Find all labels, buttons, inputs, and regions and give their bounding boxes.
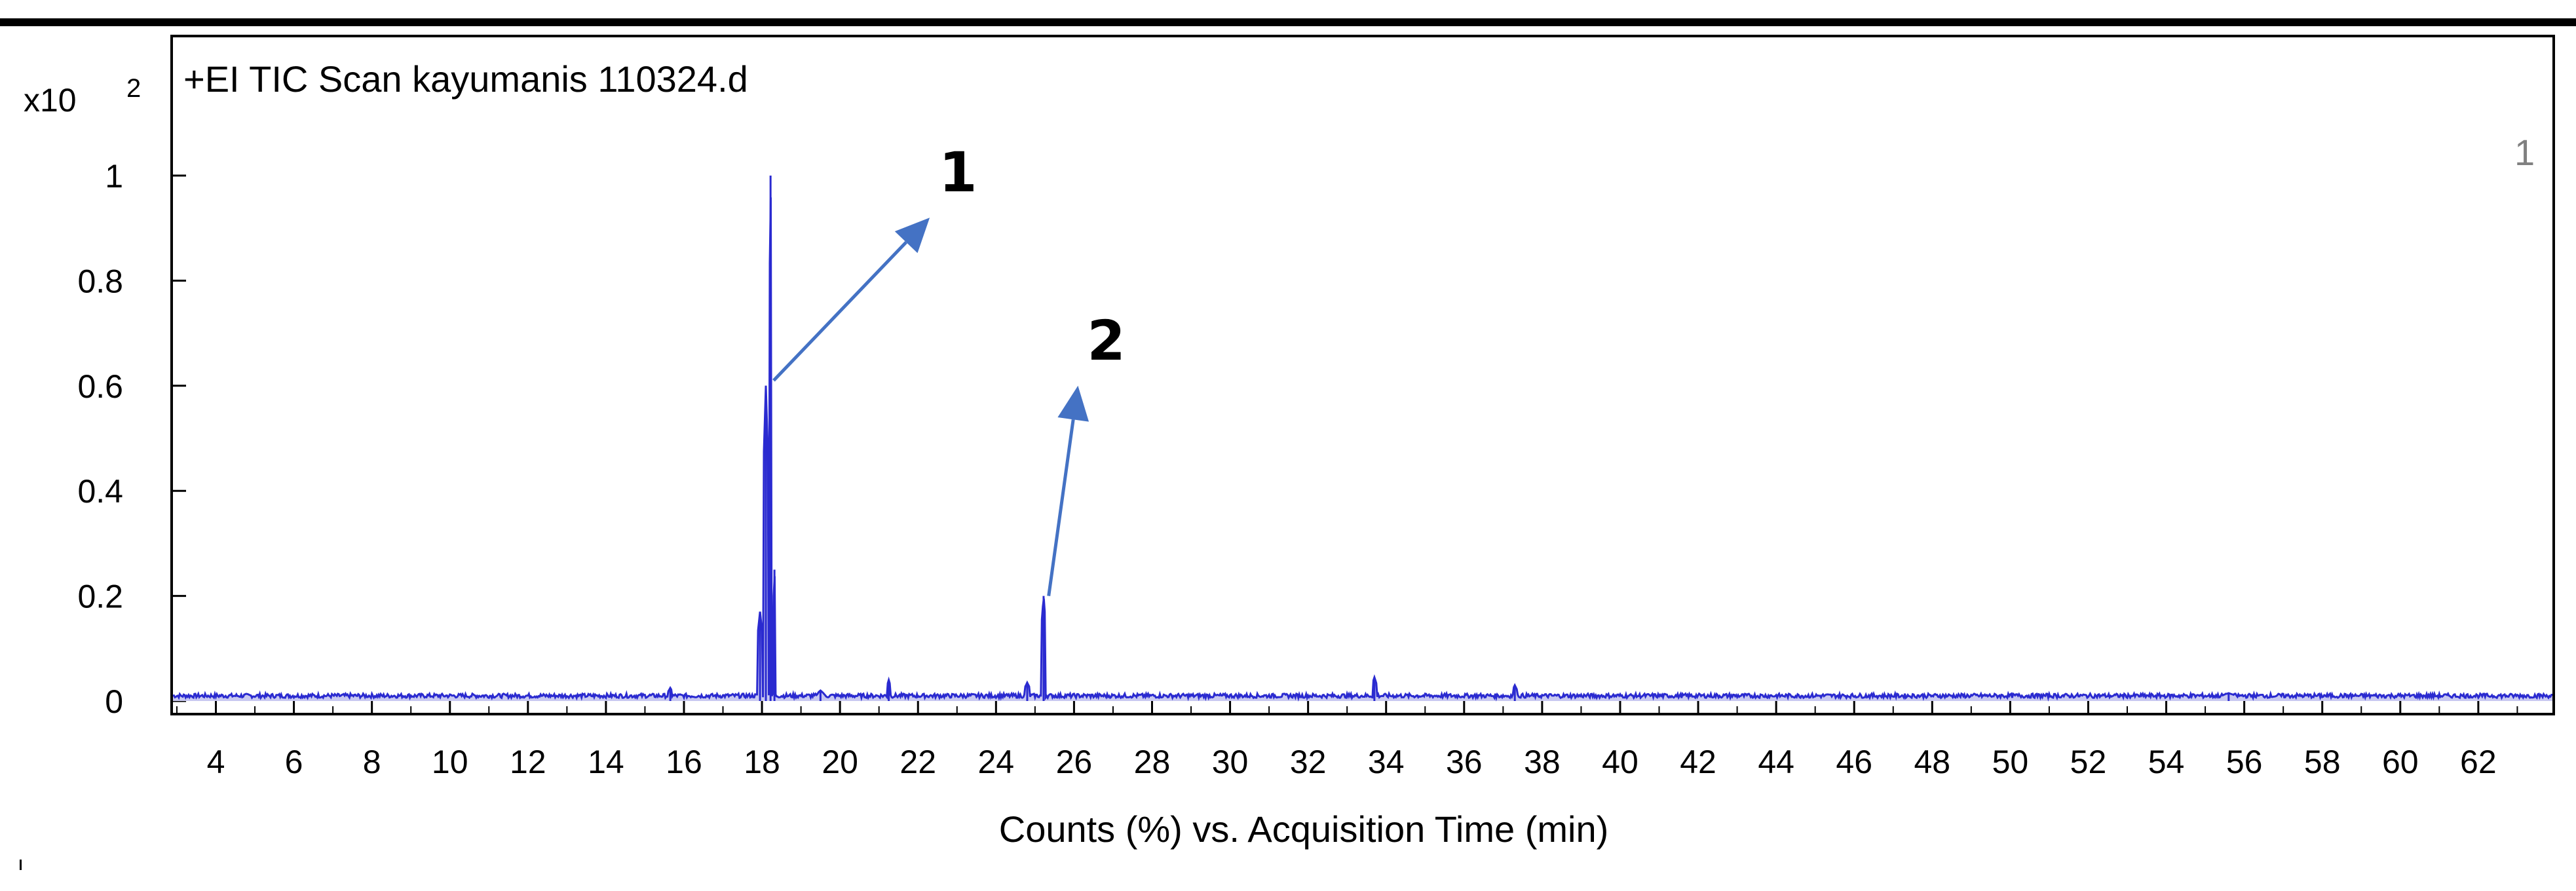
x-tick-label: 30: [1212, 744, 1249, 780]
x-tick-label: 54: [2148, 744, 2185, 780]
x-tick-label: 10: [432, 744, 468, 780]
y-tick-label: 0.8: [77, 263, 123, 299]
x-tick-label: 36: [1446, 744, 1483, 780]
annotation-label: 2: [1087, 309, 1125, 373]
x-tick-label: 24: [978, 744, 1015, 780]
chart-title: +EI TIC Scan kayumanis 110324.d: [183, 58, 748, 100]
x-tick-label: 34: [1368, 744, 1405, 780]
plot-frame: [170, 35, 2555, 715]
x-axis-title: Counts (%) vs. Acquisition Time (min): [999, 808, 1608, 850]
x-tick-label: 26: [1056, 744, 1093, 780]
y-tick-label: 1: [105, 158, 123, 195]
annotation-layer: 12: [772, 140, 1126, 596]
annotation-label: 1: [939, 140, 977, 204]
y-multiplier-base: x10: [24, 82, 77, 119]
x-tick-label: 6: [285, 744, 303, 780]
annotation-arrow-line: [772, 240, 907, 382]
top-border-bar: [0, 18, 2576, 26]
x-tick-label: 56: [2226, 744, 2263, 780]
x-tick-label: 38: [1524, 744, 1561, 780]
x-tick-label: 18: [744, 744, 780, 780]
x-tick-label: 4: [207, 744, 225, 780]
x-tick-label: 62: [2460, 744, 2497, 780]
x-tick-label: 16: [666, 744, 702, 780]
series-layer: [172, 176, 2552, 702]
x-tick-label: 8: [363, 744, 381, 780]
series-line: [172, 197, 2552, 702]
x-tick-label: 52: [2070, 744, 2107, 780]
annotation-arrowhead: [894, 218, 930, 254]
x-tick-label: 22: [900, 744, 936, 780]
y-tick-label: 0: [105, 683, 123, 720]
y-tick-label: 0.4: [77, 473, 123, 510]
x-tick-label: 14: [588, 744, 624, 780]
x-tick-label: 60: [2382, 744, 2419, 780]
margin-mark: [20, 860, 22, 870]
x-tick-label: 20: [822, 744, 858, 780]
x-tick-label: 58: [2304, 744, 2341, 780]
axis-ticks: 4 6 8 10 12 14 16 18 20 22 24 26 28 30 32 34 36 38 40 42 44 4…: [77, 158, 2518, 780]
x-tick-label: 42: [1680, 744, 1716, 780]
x-tick-label: 48: [1914, 744, 1950, 780]
y-tick-label: 0.2: [77, 578, 123, 615]
annotation-arrow-line: [1047, 419, 1075, 596]
y-tick-label: 0.6: [77, 368, 123, 405]
x-tick-label: 40: [1602, 744, 1638, 780]
x-tick-label: 46: [1836, 744, 1872, 780]
annotation-arrowhead: [1057, 385, 1089, 422]
x-tick-label: 28: [1134, 744, 1171, 780]
x-tick-label: 50: [1992, 744, 2029, 780]
x-tick-label: 32: [1290, 744, 1327, 780]
x-tick-label: 12: [510, 744, 546, 780]
corner-label: 1: [2514, 132, 2535, 173]
x-tick-label: 44: [1758, 744, 1794, 780]
y-multiplier-exponent: 2: [126, 74, 141, 103]
